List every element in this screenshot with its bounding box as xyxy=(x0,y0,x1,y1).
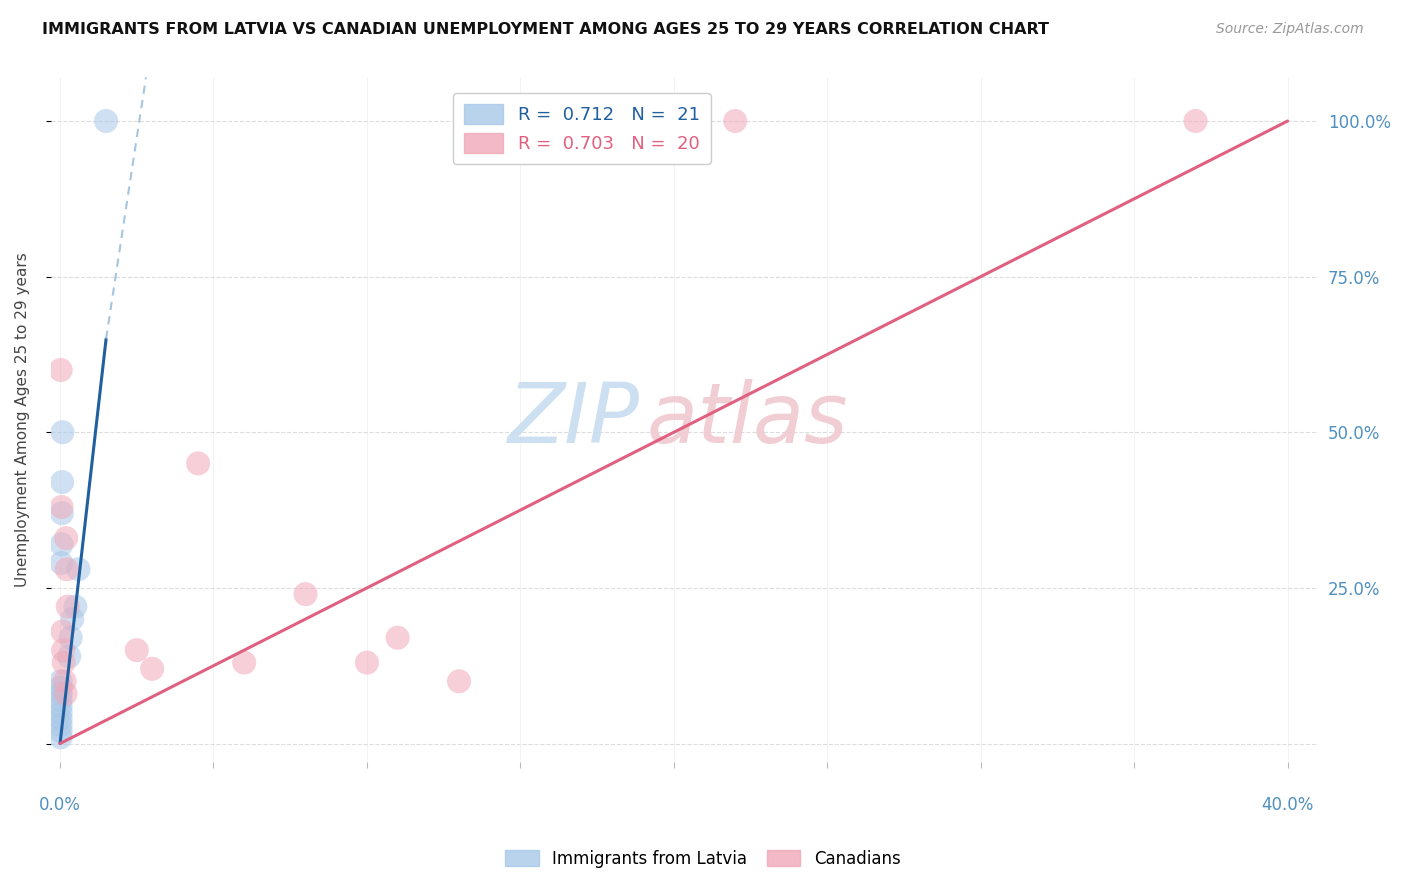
Point xyxy=(51,624,73,639)
Point xyxy=(51,500,73,514)
Text: Source: ZipAtlas.com: Source: ZipAtlas.com xyxy=(1216,22,1364,37)
Point xyxy=(94,114,117,128)
Text: IMMIGRANTS FROM LATVIA VS CANADIAN UNEMPLOYMENT AMONG AGES 25 TO 29 YEARS CORREL: IMMIGRANTS FROM LATVIA VS CANADIAN UNEMP… xyxy=(42,22,1049,37)
Point xyxy=(294,587,316,601)
Point xyxy=(51,556,73,570)
Point xyxy=(125,643,148,657)
Point xyxy=(49,693,72,707)
Point xyxy=(65,599,87,614)
Point xyxy=(1184,114,1206,128)
Point xyxy=(55,687,77,701)
Point xyxy=(67,562,90,576)
Point xyxy=(356,656,378,670)
Point xyxy=(60,612,83,626)
Point xyxy=(51,506,73,520)
Text: atlas: atlas xyxy=(647,379,848,460)
Point xyxy=(51,425,73,440)
Point xyxy=(53,674,76,689)
Point xyxy=(233,656,256,670)
Legend: Immigrants from Latvia, Canadians: Immigrants from Latvia, Canadians xyxy=(499,844,907,875)
Point xyxy=(49,706,72,720)
Text: 0.0%: 0.0% xyxy=(39,797,82,814)
Legend: R =  0.712   N =  21, R =  0.703   N =  20: R = 0.712 N = 21, R = 0.703 N = 20 xyxy=(453,94,710,164)
Point xyxy=(49,712,72,726)
Point xyxy=(58,649,80,664)
Text: ZIP: ZIP xyxy=(508,379,640,460)
Text: 40.0%: 40.0% xyxy=(1261,797,1313,814)
Point xyxy=(49,681,72,695)
Point xyxy=(51,475,73,489)
Point xyxy=(56,599,79,614)
Point xyxy=(52,643,75,657)
Point xyxy=(387,631,409,645)
Point xyxy=(56,562,79,576)
Point xyxy=(141,662,163,676)
Point xyxy=(49,731,72,745)
Point xyxy=(49,687,72,701)
Point xyxy=(49,674,72,689)
Point xyxy=(49,363,72,377)
Point xyxy=(49,724,72,739)
Point xyxy=(52,656,75,670)
Point xyxy=(724,114,747,128)
Y-axis label: Unemployment Among Ages 25 to 29 years: Unemployment Among Ages 25 to 29 years xyxy=(15,252,30,587)
Point xyxy=(59,631,82,645)
Point xyxy=(55,531,77,545)
Point xyxy=(49,699,72,714)
Point xyxy=(187,457,209,471)
Point xyxy=(447,674,470,689)
Point xyxy=(51,537,73,551)
Point xyxy=(49,718,72,732)
